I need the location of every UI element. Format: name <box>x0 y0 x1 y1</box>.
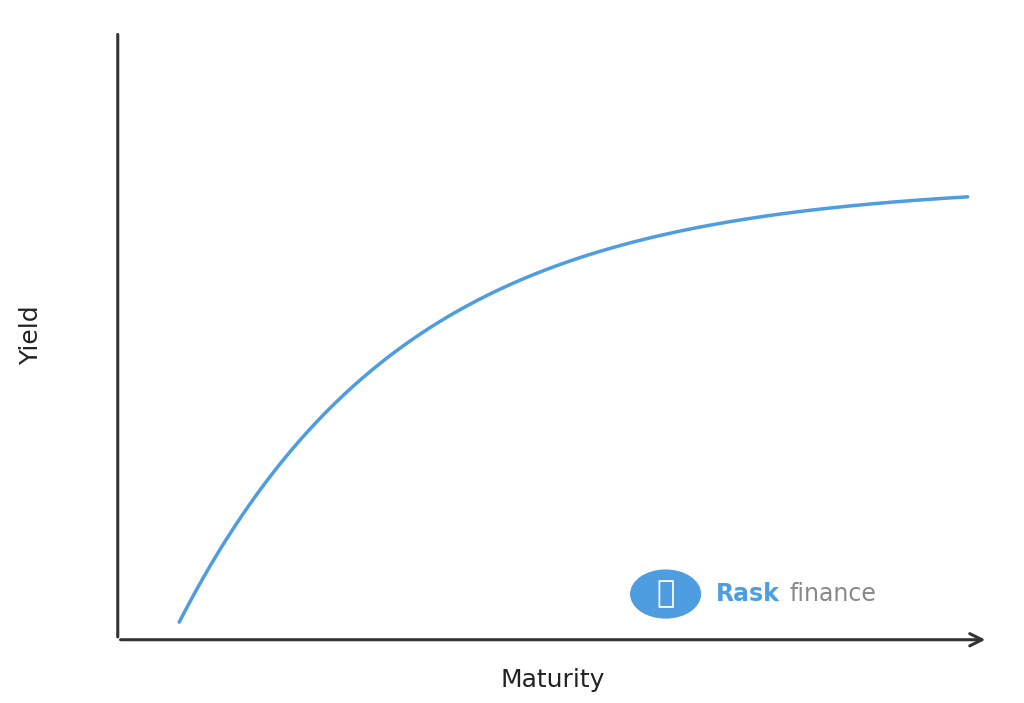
Text: Ⓡ: Ⓡ <box>656 579 675 609</box>
Text: Yield: Yield <box>18 306 43 366</box>
Circle shape <box>631 570 700 618</box>
Text: finance: finance <box>790 582 877 606</box>
Text: Rask: Rask <box>716 582 779 606</box>
Text: Maturity: Maturity <box>501 669 605 692</box>
